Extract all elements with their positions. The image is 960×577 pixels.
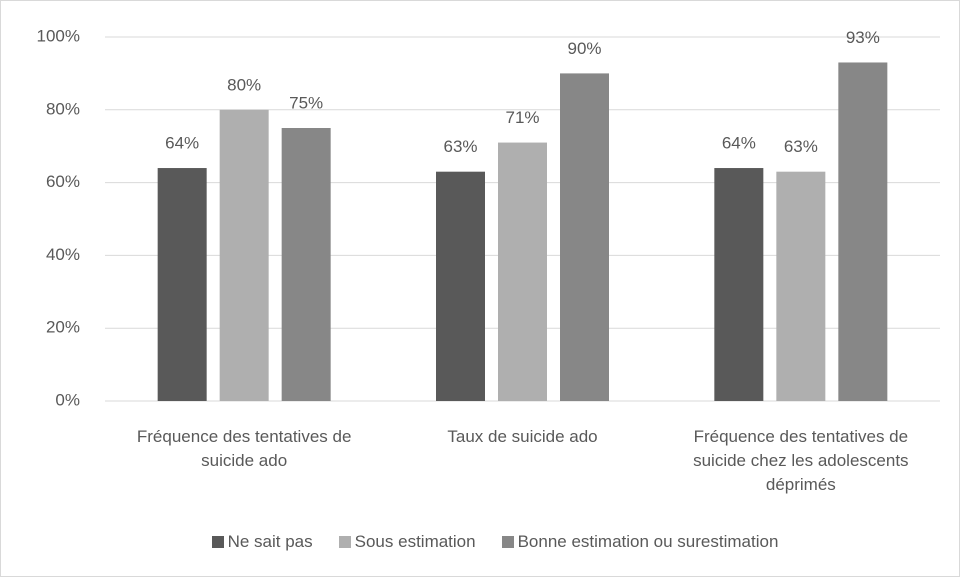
bar — [219, 109, 269, 402]
bar — [281, 128, 331, 401]
y-tick-label: 0% — [55, 390, 80, 409]
legend-swatch — [501, 536, 514, 548]
legend-label: Sous estimation — [354, 532, 476, 551]
data-label: 71% — [505, 108, 539, 127]
data-label: 80% — [227, 75, 261, 94]
bar — [157, 168, 207, 401]
y-tick-label: 20% — [46, 318, 80, 337]
bar — [838, 62, 888, 401]
x-tick-label: Taux de suicide ado — [447, 427, 598, 446]
legend: Ne sait pas Sous estimation Bonne estimati… — [0, 532, 960, 552]
y-tick-label: 60% — [46, 172, 80, 191]
data-label: 63% — [443, 137, 477, 156]
x-tick-label: Fréquence des tentatives de suicide chez… — [693, 427, 909, 494]
y-tick-label: 80% — [46, 99, 80, 118]
data-label: 75% — [289, 93, 323, 112]
data-label: 90% — [567, 39, 601, 58]
x-tick-label: Fréquence des tentatives de suicide ado — [136, 427, 352, 470]
y-tick-label: 40% — [46, 245, 80, 264]
legend-label: Ne sait pas — [227, 532, 313, 551]
legend-item: Bonne estimation ou surestimation — [501, 532, 779, 552]
legend-label: Bonne estimation ou surestimation — [517, 532, 779, 551]
legend-item: Ne sait pas — [211, 532, 313, 552]
bar — [498, 142, 547, 401]
legend-swatch — [211, 536, 224, 548]
bar — [560, 73, 609, 402]
data-label: 63% — [784, 137, 818, 156]
bar — [436, 171, 485, 401]
bar — [776, 171, 826, 401]
legend-item: Sous estimation — [338, 532, 476, 552]
bar — [714, 168, 764, 401]
y-tick-label: 100% — [37, 26, 80, 45]
legend-swatch — [338, 536, 351, 548]
data-label: 93% — [846, 28, 880, 47]
data-label: 64% — [165, 134, 199, 153]
data-label: 64% — [722, 134, 756, 153]
